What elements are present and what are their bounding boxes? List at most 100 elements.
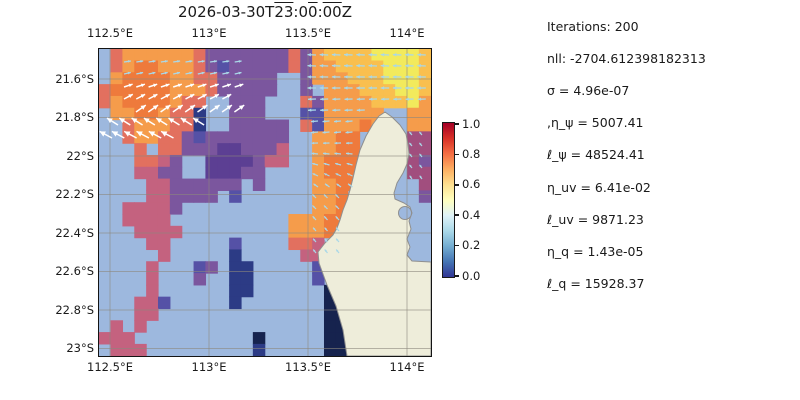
heatmap-cell xyxy=(335,49,349,62)
heatmap-cell xyxy=(240,60,254,73)
heatmap-cell xyxy=(418,143,431,156)
heatmap-cell xyxy=(323,60,337,73)
heatmap-cell xyxy=(323,131,337,144)
heatmap-cell xyxy=(229,273,242,286)
heatmap-cell xyxy=(146,60,159,73)
heatmap-cell xyxy=(99,84,112,97)
heatmap-cell xyxy=(169,178,183,191)
quiver-arrow-head xyxy=(307,75,311,79)
quiver-arrow-head xyxy=(332,108,336,112)
heatmap-cell xyxy=(169,119,183,132)
title-part: 0 xyxy=(308,3,318,21)
quiver-arrow-head xyxy=(348,183,351,187)
heatmap-cell xyxy=(300,49,313,62)
heatmap-cell xyxy=(323,190,337,203)
x-axis-tick-label-top: 113.5°E xyxy=(285,26,331,40)
heatmap-cell xyxy=(276,49,290,62)
heatmap-cell xyxy=(157,166,171,180)
heatmap-cell xyxy=(205,178,218,191)
heatmap-cell xyxy=(276,154,290,168)
heatmap-cell xyxy=(193,84,207,97)
quiver-arrow-head xyxy=(238,105,245,110)
heatmap-cell xyxy=(300,249,313,262)
stat-line: nll: -2704.612398182313 xyxy=(547,51,706,67)
heatmap-cell xyxy=(347,95,361,109)
title-part: 23 xyxy=(274,3,294,21)
quiver-arrow-head xyxy=(140,60,144,63)
quiver-arrow-head xyxy=(417,53,421,57)
heatmap-cell xyxy=(134,202,147,215)
quiver-arrow-head xyxy=(419,153,422,157)
heatmap-cell xyxy=(217,166,230,180)
x-axis-tick-label-bottom: 113°E xyxy=(191,360,227,374)
heatmap-cell xyxy=(371,49,384,62)
heatmap-cell xyxy=(181,190,195,203)
heatmap-cell xyxy=(406,95,420,109)
heatmap-cell xyxy=(252,178,266,191)
quiver-arrow-head xyxy=(319,64,324,68)
y-axis-tick-label: 22.6°S xyxy=(55,264,94,278)
quiver-arrow-head xyxy=(307,86,311,90)
heatmap-cell xyxy=(146,225,159,239)
quiver-arrow-head xyxy=(336,227,339,230)
title-part: :0 xyxy=(293,3,309,21)
quiver-arrow-head xyxy=(140,105,146,110)
y-axis-tick-label: 22°S xyxy=(66,148,94,163)
heatmap-cell xyxy=(252,166,266,180)
quiver-arrow-head xyxy=(335,205,338,208)
heatmap-cell xyxy=(193,273,207,286)
heatmap-cell xyxy=(312,60,325,73)
quiver-arrow-head xyxy=(201,60,205,63)
heatmap-cell xyxy=(406,166,420,180)
quiver-arrow-head xyxy=(369,97,373,101)
heatmap-cell xyxy=(312,166,325,180)
quiver-arrow-head xyxy=(99,131,106,137)
quiver-arrow-head xyxy=(336,249,339,252)
heatmap-cell xyxy=(157,214,171,227)
heatmap-cell xyxy=(264,154,278,168)
quiver-arrow-head xyxy=(331,75,336,79)
heatmap-cell xyxy=(395,60,408,73)
heatmap-cell xyxy=(406,143,420,156)
quiver-arrow-head xyxy=(311,130,314,134)
heatmap-cell xyxy=(146,202,159,215)
quiver-arrow-head xyxy=(177,83,182,88)
heatmap-cell xyxy=(157,296,171,310)
heatmap-cell xyxy=(312,178,325,191)
quiver-arrow-head xyxy=(380,75,385,79)
quiver-arrow-head xyxy=(131,118,138,124)
heatmap-cell xyxy=(335,84,349,97)
heatmap-cell xyxy=(312,143,325,156)
quiver-arrow-head xyxy=(202,94,207,98)
heatmap-cell xyxy=(406,107,420,121)
title-part: 2026-03-30T xyxy=(177,3,275,21)
quiver-arrow-head xyxy=(419,131,422,135)
heatmap-cell xyxy=(157,190,171,203)
quiver-arrow-head xyxy=(311,152,315,155)
quiver-arrow-head xyxy=(319,53,324,57)
quiver-arrow-head xyxy=(136,131,143,137)
heatmap-cell xyxy=(312,202,325,215)
quiver-arrow-head xyxy=(419,142,422,146)
heatmap-cell xyxy=(252,143,266,156)
heatmap-cell xyxy=(300,119,313,132)
heatmap-cell xyxy=(157,49,171,62)
heatmap-cell xyxy=(240,154,254,168)
heatmap-cell xyxy=(229,190,242,203)
heatmap-cell xyxy=(157,178,171,191)
heatmap-cell xyxy=(240,119,254,132)
quiver-arrow-head xyxy=(409,131,412,135)
quiver-arrow-head xyxy=(148,131,156,137)
quiver-arrow-head xyxy=(128,83,133,88)
heatmap-cell xyxy=(229,166,242,180)
quiver-arrow-head xyxy=(107,118,113,124)
lightblue-arrows-coastal-strip xyxy=(310,119,353,254)
heatmap-cell xyxy=(193,190,207,203)
quiver-arrow-head xyxy=(334,141,338,145)
heatmap-cell xyxy=(418,107,431,121)
quiver-arrow-head xyxy=(409,153,412,157)
heatmap-cell xyxy=(323,320,337,333)
map-plot xyxy=(98,48,432,357)
heatmap-cell xyxy=(169,95,183,109)
